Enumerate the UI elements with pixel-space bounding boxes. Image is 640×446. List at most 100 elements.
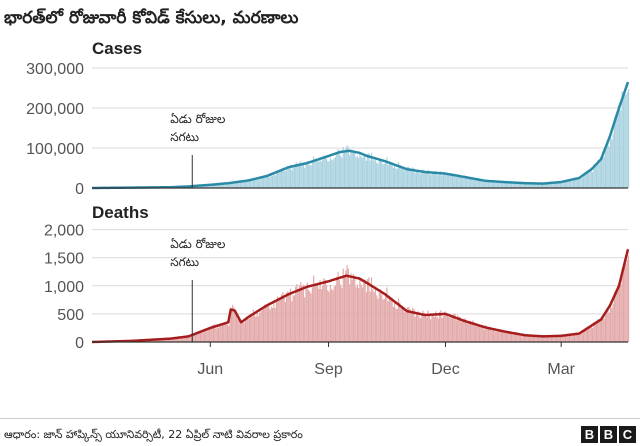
daily-bar (582, 178, 583, 188)
daily-bar (281, 294, 282, 342)
daily-bar (379, 293, 380, 342)
daily-bar (359, 152, 360, 188)
daily-bar (475, 180, 476, 188)
daily-bar (393, 168, 394, 188)
daily-bar (317, 160, 318, 188)
daily-bar (607, 141, 608, 188)
daily-bar (618, 284, 619, 342)
daily-bar (402, 167, 403, 188)
daily-bar (456, 320, 457, 342)
daily-bar (311, 293, 312, 342)
daily-bar (276, 173, 277, 188)
daily-bar (391, 298, 392, 342)
daily-bar (304, 168, 305, 188)
daily-bar (304, 297, 305, 342)
daily-bar (359, 278, 360, 342)
daily-bar (332, 290, 333, 342)
daily-bar (286, 167, 287, 188)
daily-bar (282, 292, 283, 342)
daily-bar (434, 317, 435, 342)
daily-bar (276, 302, 277, 342)
daily-bar (490, 182, 491, 188)
daily-bar (325, 156, 326, 188)
daily-bar (389, 162, 390, 188)
daily-bar (583, 175, 584, 188)
daily-bar (395, 169, 396, 188)
daily-bar (327, 161, 328, 188)
daily-bar (228, 326, 229, 342)
daily-bar (338, 272, 339, 342)
daily-bar (492, 331, 493, 342)
daily-bar (600, 319, 601, 342)
daily-bar (456, 177, 457, 188)
daily-bar (330, 285, 331, 342)
annotation-label: సగటు (170, 255, 199, 269)
daily-bar (262, 310, 263, 342)
daily-bar (550, 184, 551, 188)
daily-bar (391, 163, 392, 188)
daily-bar (606, 143, 607, 188)
daily-bar (420, 174, 421, 188)
daily-bar (312, 287, 313, 342)
daily-bar (227, 324, 228, 342)
daily-bar (625, 94, 626, 188)
daily-bar (413, 309, 414, 342)
daily-bar (404, 312, 405, 342)
daily-bar (538, 337, 539, 342)
chart-canvas: Cases0100,000200,000300,000ఏడు రోజులసగటు… (0, 0, 640, 420)
daily-bar (462, 319, 463, 342)
daily-bar (269, 310, 270, 342)
daily-bar (445, 313, 446, 342)
daily-bar (314, 286, 315, 342)
daily-bar (409, 168, 410, 188)
daily-bar (520, 184, 521, 188)
daily-bar (475, 326, 476, 342)
daily-bar (258, 180, 259, 188)
daily-bar (318, 289, 319, 342)
daily-bar (420, 318, 421, 342)
daily-bar (424, 313, 425, 342)
daily-bar (404, 170, 405, 188)
daily-bar (388, 301, 389, 342)
daily-bar (452, 316, 453, 342)
daily-bar (436, 174, 437, 188)
daily-bar (263, 177, 264, 188)
daily-bar (376, 162, 377, 188)
daily-bar (598, 160, 599, 188)
daily-bar (616, 289, 617, 342)
daily-bar (375, 289, 376, 342)
daily-bar (237, 319, 238, 342)
x-tick-label: Dec (431, 361, 459, 378)
y-tick-label: 0 (75, 181, 84, 198)
daily-bar (356, 287, 357, 342)
daily-bar (406, 310, 407, 342)
daily-bar (624, 95, 625, 188)
annotation-label: సగటు (170, 130, 199, 144)
y-tick-label: 1,000 (44, 279, 84, 296)
daily-bar (448, 175, 449, 188)
daily-bar (357, 284, 358, 342)
daily-bar (361, 156, 362, 188)
daily-bar (196, 334, 197, 342)
daily-bar (336, 152, 337, 188)
daily-bar (334, 287, 335, 342)
y-tick-label: 0 (75, 335, 84, 352)
bbc-logo: B B C (581, 426, 636, 443)
daily-bar (430, 175, 431, 188)
bbc-letter: B (600, 426, 617, 443)
x-tick-label: Mar (547, 361, 575, 378)
daily-bar (194, 335, 195, 342)
daily-bar (302, 286, 303, 342)
daily-bar (300, 282, 301, 342)
daily-bar (358, 288, 359, 342)
daily-bar (602, 316, 603, 342)
daily-bar (595, 324, 596, 342)
daily-bar (248, 316, 249, 342)
daily-bar (372, 159, 373, 188)
daily-bar (323, 155, 324, 188)
daily-bar (479, 325, 480, 342)
daily-bar (370, 161, 371, 188)
daily-bar (609, 313, 610, 342)
daily-bar (620, 110, 621, 188)
daily-bar (341, 288, 342, 342)
